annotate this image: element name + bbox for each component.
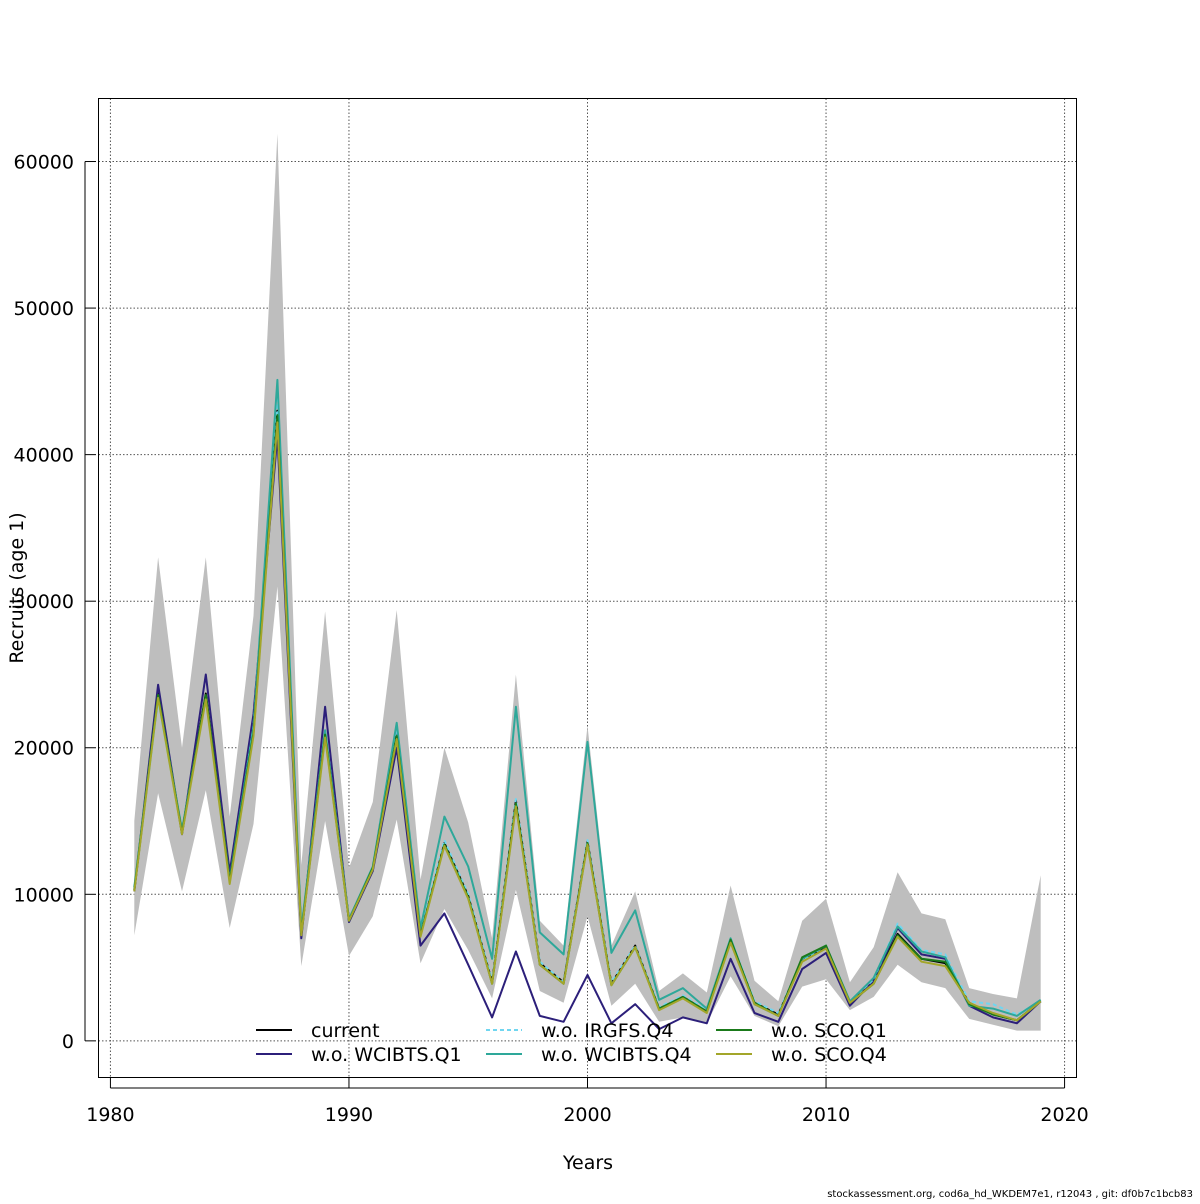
legend-label-4: w.o. SCO.Q1 [771, 1020, 887, 1042]
series-lines-layer [133, 378, 1042, 1031]
x-axis-title: Years [562, 1152, 613, 1174]
legend-label-1: w.o. WCIBTS.Q1 [311, 1044, 462, 1066]
legend-item-1: w.o. WCIBTS.Q1 [256, 1044, 462, 1066]
x-tick-label-2020: 2020 [1040, 1104, 1088, 1126]
x-axis: 1980 1990 2000 2010 2020 [86, 1077, 1089, 1126]
confidence-band [134, 133, 1041, 1031]
footer-text: stockassessment.org, cod6a_hd_WKDEM7e1, … [827, 1189, 1193, 1200]
legend-label-3: w.o. WCIBTS.Q4 [541, 1044, 692, 1066]
y-tick-label-10000: 10000 [14, 884, 74, 906]
x-tick-label-1980: 1980 [86, 1104, 134, 1126]
y-tick-label-40000: 40000 [14, 445, 74, 467]
y-axis: 0 10000 20000 30000 40000 50000 60000 [14, 152, 96, 1053]
series-line-5 [133, 421, 1042, 1022]
legend-item-3: w.o. WCIBTS.Q4 [486, 1044, 692, 1066]
y-tick-label-0: 0 [62, 1031, 74, 1053]
x-tick-label-1990: 1990 [325, 1104, 373, 1126]
y-tick-label-60000: 60000 [14, 152, 74, 174]
legend-label-2: w.o. IRGFS.Q4 [541, 1020, 673, 1042]
legend-label-5: w.o. SCO.Q4 [771, 1044, 887, 1066]
y-axis-title: Recruits (age 1) [6, 512, 28, 663]
x-tick-label-2010: 2010 [802, 1104, 850, 1126]
legend-item-0: current [256, 1020, 380, 1042]
legend-label-0: current [311, 1020, 380, 1042]
y-tick-label-30000: 30000 [14, 591, 74, 613]
legend-item-4: w.o. SCO.Q1 [716, 1020, 887, 1042]
legend-item-2: w.o. IRGFS.Q4 [486, 1020, 673, 1042]
y-tick-label-20000: 20000 [14, 738, 74, 760]
legend-item-5: w.o. SCO.Q4 [716, 1044, 887, 1066]
series-line-3 [133, 378, 1042, 1017]
x-tick-label-2000: 2000 [563, 1104, 611, 1126]
confidence-band-layer [134, 133, 1041, 1031]
y-tick-label-50000: 50000 [14, 298, 74, 320]
